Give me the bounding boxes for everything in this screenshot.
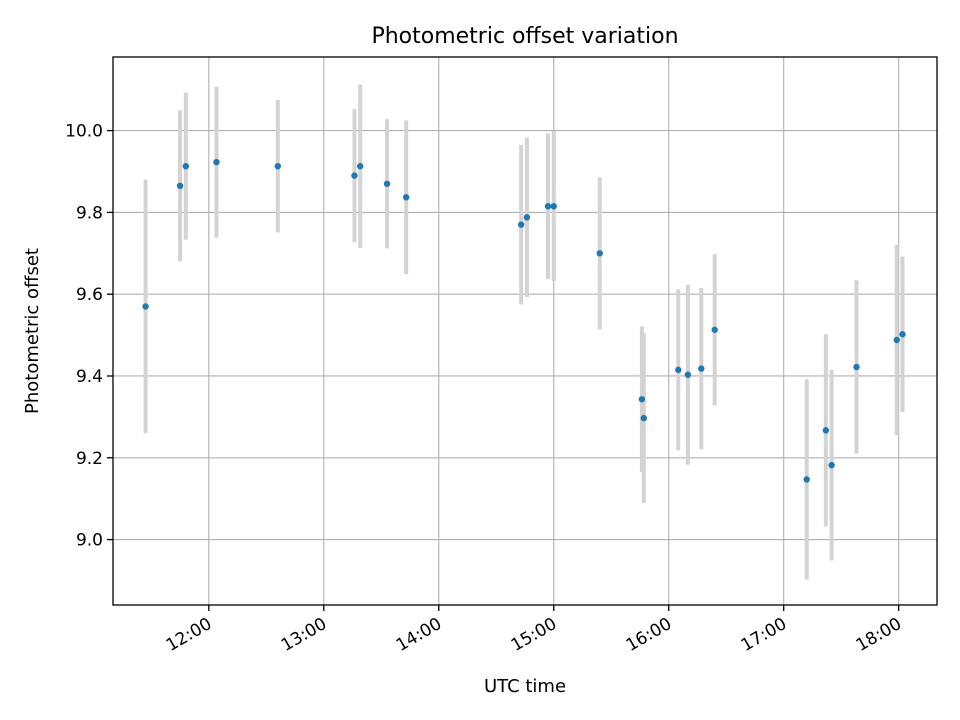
tick-layer: 12:00 13:00 14:00 15:00 16:00 17:00 18:00 9.0 9.… <box>65 122 905 656</box>
data-point <box>803 476 810 483</box>
data-point <box>523 214 531 221</box>
x-tick-label: 16:00 <box>623 614 675 656</box>
point-layer <box>142 158 906 483</box>
data-point <box>684 371 692 378</box>
data-point <box>675 366 682 374</box>
y-tick-label: 9.4 <box>76 367 103 387</box>
y-tick-label: 10.0 <box>65 122 103 142</box>
y-tick-label: 9.6 <box>76 285 103 305</box>
data-point <box>182 162 190 170</box>
data-point <box>142 303 149 310</box>
x-tick-label: 18:00 <box>853 614 905 656</box>
y-tick-label: 9.8 <box>76 203 103 223</box>
data-point <box>517 221 525 228</box>
data-point <box>893 336 900 344</box>
data-point <box>550 203 557 210</box>
data-point <box>402 194 410 201</box>
data-point <box>640 414 648 422</box>
data-point <box>357 162 364 170</box>
y-tick-label: 9.2 <box>76 449 103 469</box>
y-tick-label: 9.0 <box>76 531 103 551</box>
data-point <box>853 363 860 371</box>
data-point <box>383 180 391 187</box>
data-point <box>351 172 358 179</box>
x-tick-label: 17:00 <box>738 614 790 656</box>
errorbar-layer <box>143 84 905 580</box>
data-point <box>596 250 603 257</box>
data-point <box>899 331 906 338</box>
y-axis-label: Photometric offset <box>22 248 43 414</box>
data-point <box>711 326 718 333</box>
data-point <box>822 427 830 434</box>
data-point <box>544 203 552 210</box>
data-point <box>698 365 705 372</box>
x-tick-label: 12:00 <box>163 614 215 656</box>
x-tick-label: 14:00 <box>393 614 445 656</box>
data-point <box>176 182 184 190</box>
data-point <box>213 158 220 166</box>
x-tick-label: 13:00 <box>278 614 330 656</box>
chart-title: Photometric offset variation <box>371 24 678 49</box>
data-point <box>828 461 835 469</box>
plot-frame <box>112 56 938 606</box>
x-axis-label: UTC time <box>484 676 566 697</box>
data-point <box>274 162 281 170</box>
data-point <box>638 396 646 403</box>
grid-layer <box>113 57 937 605</box>
x-tick-label: 15:00 <box>508 614 560 656</box>
